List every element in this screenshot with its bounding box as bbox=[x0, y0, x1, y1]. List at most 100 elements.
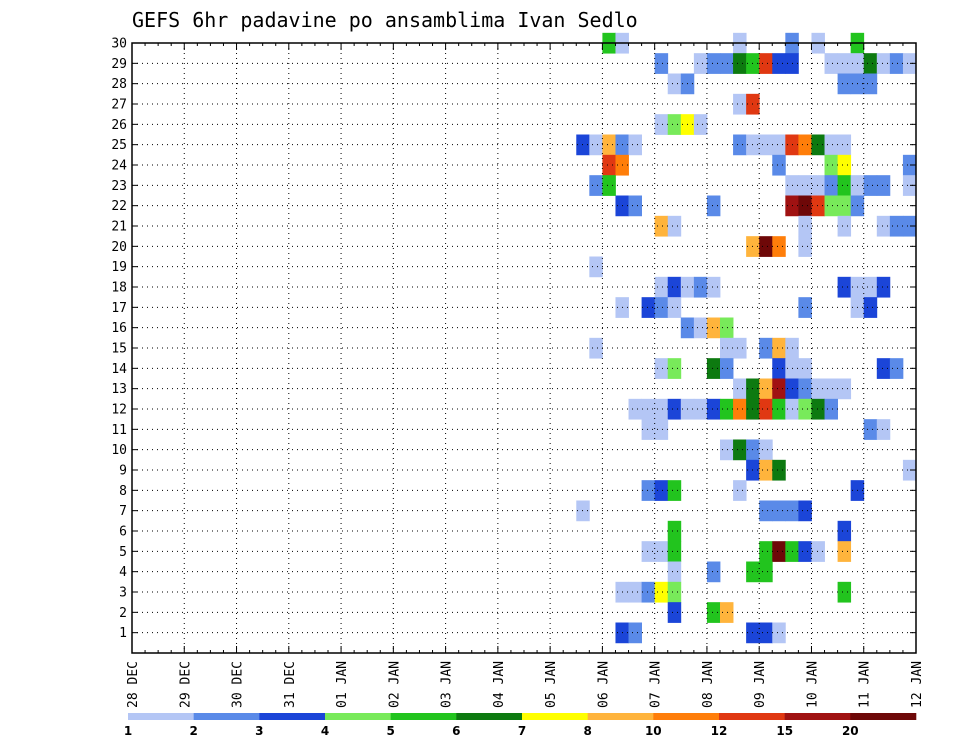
heatmap-cell bbox=[772, 134, 786, 156]
y-tick-label: 16 bbox=[111, 321, 127, 336]
y-tick-label: 2 bbox=[119, 606, 127, 621]
heatmap-cell bbox=[759, 439, 773, 461]
colorbar-label: 15 bbox=[776, 724, 793, 738]
heatmap-cell bbox=[667, 276, 682, 298]
heatmap-cell bbox=[733, 134, 747, 156]
colorbar-label: 2 bbox=[190, 724, 198, 738]
heatmap-cell bbox=[667, 561, 682, 583]
heatmap-cell bbox=[876, 358, 891, 379]
heatmap-cell bbox=[772, 154, 786, 176]
y-tick-label: 29 bbox=[111, 57, 127, 72]
heatmap-cell bbox=[602, 134, 616, 156]
heatmap-cell bbox=[628, 134, 642, 156]
heatmap-cell bbox=[772, 398, 786, 420]
heatmap-cell bbox=[824, 175, 838, 196]
heatmap-cell bbox=[589, 175, 603, 196]
colorbar-label: 6 bbox=[452, 724, 460, 738]
heatmap-cell bbox=[720, 602, 734, 623]
heatmap-cell bbox=[759, 236, 773, 257]
heatmap-cell bbox=[706, 358, 721, 379]
heatmap-cell bbox=[798, 297, 812, 318]
heatmap-cell bbox=[641, 480, 656, 501]
colorbar-swatch bbox=[456, 713, 523, 720]
y-tick-label: 12 bbox=[111, 403, 127, 418]
x-tick-labels: 28 DEC 29 DEC 30 DEC 31 DEC 01 JAN 02 JAN 03 J… bbox=[126, 661, 925, 708]
colorbar-swatch bbox=[784, 713, 851, 720]
heatmap-cell bbox=[837, 53, 852, 74]
heatmap-cell bbox=[863, 419, 878, 440]
heatmap-cell bbox=[772, 622, 786, 644]
heatmap-cell bbox=[706, 602, 721, 623]
y-tick-label: 17 bbox=[111, 301, 127, 316]
heatmap-cell bbox=[706, 561, 721, 583]
x-tick-label: 12 JAN bbox=[910, 661, 925, 708]
heatmap-cell bbox=[902, 215, 917, 237]
heatmap-cell bbox=[863, 175, 878, 196]
heatmap-cell bbox=[811, 378, 825, 400]
heatmap-cell bbox=[902, 53, 917, 74]
heatmap-cell bbox=[654, 358, 669, 379]
y-tick-label: 18 bbox=[111, 281, 127, 296]
y-tick-labels: 1234567891011121314151617181920212223242… bbox=[111, 37, 127, 642]
heatmap-cell bbox=[889, 215, 904, 237]
heatmap-cell bbox=[902, 459, 917, 481]
heatmap-cell bbox=[589, 134, 603, 156]
heatmap-cell bbox=[720, 337, 734, 359]
y-tick-label: 23 bbox=[111, 179, 127, 194]
x-tick-label: 28 DEC bbox=[126, 661, 141, 708]
y-tick-label: 28 bbox=[111, 77, 127, 92]
x-tick-label: 06 JAN bbox=[596, 661, 611, 708]
y-tick-label: 20 bbox=[111, 240, 127, 255]
y-tick-label: 8 bbox=[119, 484, 127, 499]
colorbar-label: 12 bbox=[711, 724, 728, 738]
x-tick-label: 31 DEC bbox=[283, 661, 298, 708]
y-tick-label: 21 bbox=[111, 220, 127, 235]
heatmap-cell bbox=[654, 215, 669, 237]
heatmap-cell bbox=[628, 622, 642, 644]
heatmap-cell bbox=[863, 53, 878, 74]
x-tick-label: 10 JAN bbox=[805, 661, 820, 708]
heatmap-cell bbox=[654, 541, 669, 562]
heatmap-cell bbox=[628, 581, 642, 603]
heatmap-cell bbox=[876, 53, 891, 74]
heatmap-cell bbox=[706, 398, 721, 420]
colorbar-swatch bbox=[390, 713, 457, 720]
x-tick-label: 03 JAN bbox=[440, 661, 455, 708]
heatmap-cell bbox=[720, 358, 734, 379]
grid-lines bbox=[132, 42, 916, 653]
heatmap-cell bbox=[811, 541, 825, 562]
chart-title: GEFS 6hr padavine po ansamblima Ivan Sed… bbox=[132, 8, 638, 32]
colorbar-label: 10 bbox=[645, 724, 662, 738]
heatmap-cell bbox=[863, 73, 878, 95]
heatmap-cell bbox=[876, 175, 891, 196]
colorbar-swatch bbox=[850, 713, 917, 720]
heatmap-cell bbox=[641, 581, 656, 603]
heatmap-cell bbox=[733, 480, 747, 501]
x-tick-label: 09 JAN bbox=[753, 661, 768, 708]
colorbar-swatch bbox=[259, 713, 326, 720]
heatmap-cell bbox=[628, 195, 642, 217]
heatmap-cell bbox=[720, 439, 734, 461]
heatmap-cell bbox=[667, 215, 682, 237]
heatmap-cell bbox=[798, 195, 812, 217]
heatmap-cell bbox=[798, 215, 812, 237]
heatmap-cell bbox=[576, 500, 590, 522]
y-tick-label: 1 bbox=[119, 626, 127, 641]
heatmap-cell bbox=[706, 276, 721, 298]
heatmap-cell bbox=[876, 419, 891, 440]
heatmap-cell bbox=[602, 175, 616, 196]
heatmap-cell bbox=[667, 520, 682, 542]
heatmap-cell bbox=[772, 337, 786, 359]
heatmap-cell bbox=[824, 53, 838, 74]
colorbar-swatch bbox=[522, 713, 588, 720]
heatmap-cell bbox=[667, 297, 682, 318]
colorbar-label: 5 bbox=[387, 724, 395, 738]
heatmap-cell bbox=[667, 358, 682, 379]
y-tick-label: 25 bbox=[111, 138, 127, 153]
heatmap-cell bbox=[654, 276, 669, 298]
heatmap-cell bbox=[654, 114, 669, 135]
heatmap-cell bbox=[837, 276, 852, 298]
heatmap-cell bbox=[641, 419, 656, 440]
heatmap-cell bbox=[720, 317, 734, 339]
heatmap-cell bbox=[654, 297, 669, 318]
